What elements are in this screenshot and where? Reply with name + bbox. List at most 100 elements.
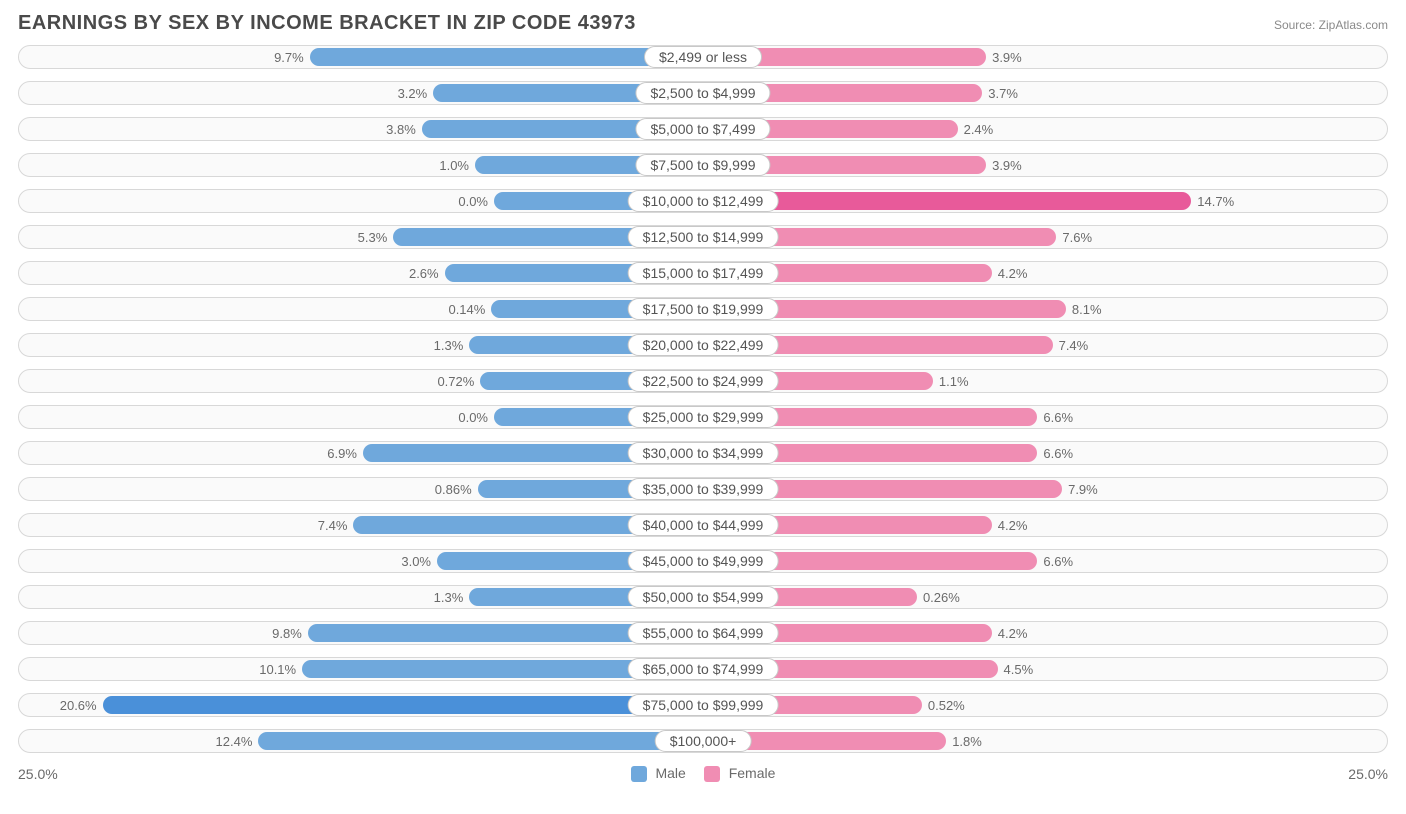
male-pct-label: 2.6% xyxy=(409,266,439,281)
female-half: 7.4% xyxy=(703,334,1387,356)
male-half: 10.1% xyxy=(19,658,703,680)
bracket-label: $10,000 to $12,499 xyxy=(628,190,779,212)
bracket-label: $2,500 to $4,999 xyxy=(635,82,770,104)
chart-row: 9.8%4.2%$55,000 to $64,999 xyxy=(18,621,1388,645)
male-half: 0.86% xyxy=(19,478,703,500)
bracket-label: $65,000 to $74,999 xyxy=(628,658,779,680)
chart-title: EARNINGS BY SEX BY INCOME BRACKET IN ZIP… xyxy=(18,12,636,35)
male-half: 6.9% xyxy=(19,442,703,464)
bracket-label: $30,000 to $34,999 xyxy=(628,442,779,464)
chart-source: Source: ZipAtlas.com xyxy=(1274,18,1388,32)
male-half: 5.3% xyxy=(19,226,703,248)
female-pct-label: 8.1% xyxy=(1072,302,1102,317)
bracket-label: $40,000 to $44,999 xyxy=(628,514,779,536)
female-half: 0.52% xyxy=(703,694,1387,716)
female-half: 4.5% xyxy=(703,658,1387,680)
chart-row: 3.8% 2.4% $5,000 to $7,499 xyxy=(18,117,1388,141)
male-pct-label: 10.1% xyxy=(259,662,296,677)
female-half: 3.9% xyxy=(703,154,1387,176)
male-bar xyxy=(258,732,703,750)
female-half: 4.2% xyxy=(703,514,1387,536)
legend-swatch-male xyxy=(631,766,647,782)
chart-row: 0.0% 14.7% $10,000 to $12,499 xyxy=(18,189,1388,213)
female-pct-label: 4.2% xyxy=(998,626,1028,641)
legend-label-male: Male xyxy=(655,765,685,781)
male-pct-label: 0.0% xyxy=(458,410,488,425)
male-pct-label: 20.6% xyxy=(60,698,97,713)
male-half: 1.3% xyxy=(19,334,703,356)
female-pct-label: 14.7% xyxy=(1197,194,1234,209)
female-half: 2.4% xyxy=(703,118,1387,140)
bracket-label: $22,500 to $24,999 xyxy=(628,370,779,392)
male-half: 0.14% xyxy=(19,298,703,320)
male-pct-label: 3.8% xyxy=(386,122,416,137)
chart-row: 3.2% 3.7% $2,500 to $4,999 xyxy=(18,81,1388,105)
axis-left-label: 25.0% xyxy=(18,766,58,782)
male-pct-label: 9.7% xyxy=(274,50,304,65)
female-pct-label: 1.8% xyxy=(952,734,982,749)
female-pct-label: 6.6% xyxy=(1043,554,1073,569)
female-pct-label: 4.2% xyxy=(998,518,1028,533)
legend: Male Female xyxy=(631,765,776,782)
female-pct-label: 1.1% xyxy=(939,374,969,389)
male-pct-label: 0.72% xyxy=(437,374,474,389)
bracket-label: $15,000 to $17,499 xyxy=(628,262,779,284)
chart-row: 1.3% 0.26% $50,000 to $54,999 xyxy=(18,585,1388,609)
male-half: 0.0% xyxy=(19,190,703,212)
male-half: 3.2% xyxy=(19,82,703,104)
female-half: 8.1% xyxy=(703,298,1387,320)
bracket-label: $17,500 to $19,999 xyxy=(628,298,779,320)
chart-row: 6.9% 6.6% $30,000 to $34,999 xyxy=(18,441,1388,465)
bracket-label: $35,000 to $39,999 xyxy=(628,478,779,500)
male-pct-label: 9.8% xyxy=(272,626,302,641)
chart-row: 7.4% 4.2% $40,000 to $44,999 xyxy=(18,513,1388,537)
female-pct-label: 3.9% xyxy=(992,158,1022,173)
female-half: 7.6% xyxy=(703,226,1387,248)
chart-row: 0.0% 6.6% $25,000 to $29,999 xyxy=(18,405,1388,429)
male-pct-label: 1.0% xyxy=(439,158,469,173)
female-pct-label: 0.26% xyxy=(923,590,960,605)
bracket-label: $25,000 to $29,999 xyxy=(628,406,779,428)
male-pct-label: 6.9% xyxy=(327,446,357,461)
female-pct-label: 6.6% xyxy=(1043,410,1073,425)
female-half: 3.9% xyxy=(703,46,1387,68)
bracket-label: $75,000 to $99,999 xyxy=(628,694,779,716)
female-half: 3.7% xyxy=(703,82,1387,104)
bracket-label: $50,000 to $54,999 xyxy=(628,586,779,608)
chart-row: 5.3%7.6%$12,500 to $14,999 xyxy=(18,225,1388,249)
male-pct-label: 12.4% xyxy=(216,734,253,749)
male-half: 20.6% xyxy=(19,694,703,716)
male-half: 9.7% xyxy=(19,46,703,68)
legend-female: Female xyxy=(704,765,776,782)
female-half: 6.6% xyxy=(703,442,1387,464)
male-pct-label: 1.3% xyxy=(434,338,464,353)
bracket-label: $100,000+ xyxy=(655,730,752,752)
female-pct-label: 7.6% xyxy=(1062,230,1092,245)
male-half: 2.6% xyxy=(19,262,703,284)
chart-row: 10.1% 4.5% $65,000 to $74,999 xyxy=(18,657,1388,681)
female-pct-label: 4.5% xyxy=(1004,662,1034,677)
chart-header: EARNINGS BY SEX BY INCOME BRACKET IN ZIP… xyxy=(18,12,1388,35)
male-pct-label: 3.2% xyxy=(398,86,428,101)
female-pct-label: 3.7% xyxy=(988,86,1018,101)
male-pct-label: 1.3% xyxy=(434,590,464,605)
bracket-label: $20,000 to $22,499 xyxy=(628,334,779,356)
diverging-bar-chart: 9.7%3.9%$2,499 or less3.2%3.7%$2,500 to … xyxy=(18,45,1388,753)
female-half: 6.6% xyxy=(703,550,1387,572)
chart-row: 0.72% 1.1% $22,500 to $24,999 xyxy=(18,369,1388,393)
male-half: 0.72% xyxy=(19,370,703,392)
female-pct-label: 2.4% xyxy=(964,122,994,137)
female-pct-label: 7.4% xyxy=(1059,338,1089,353)
bracket-label: $5,000 to $7,499 xyxy=(635,118,770,140)
chart-row: 1.0%3.9%$7,500 to $9,999 xyxy=(18,153,1388,177)
male-pct-label: 0.14% xyxy=(448,302,485,317)
chart-row: 0.14% 8.1% $17,500 to $19,999 xyxy=(18,297,1388,321)
female-pct-label: 6.6% xyxy=(1043,446,1073,461)
legend-male: Male xyxy=(631,765,686,782)
female-half: 7.9% xyxy=(703,478,1387,500)
axis-right-label: 25.0% xyxy=(1348,766,1388,782)
female-pct-label: 0.52% xyxy=(928,698,965,713)
chart-row: 0.86%7.9%$35,000 to $39,999 xyxy=(18,477,1388,501)
male-half: 7.4% xyxy=(19,514,703,536)
chart-row: 12.4% 1.8% $100,000+ xyxy=(18,729,1388,753)
